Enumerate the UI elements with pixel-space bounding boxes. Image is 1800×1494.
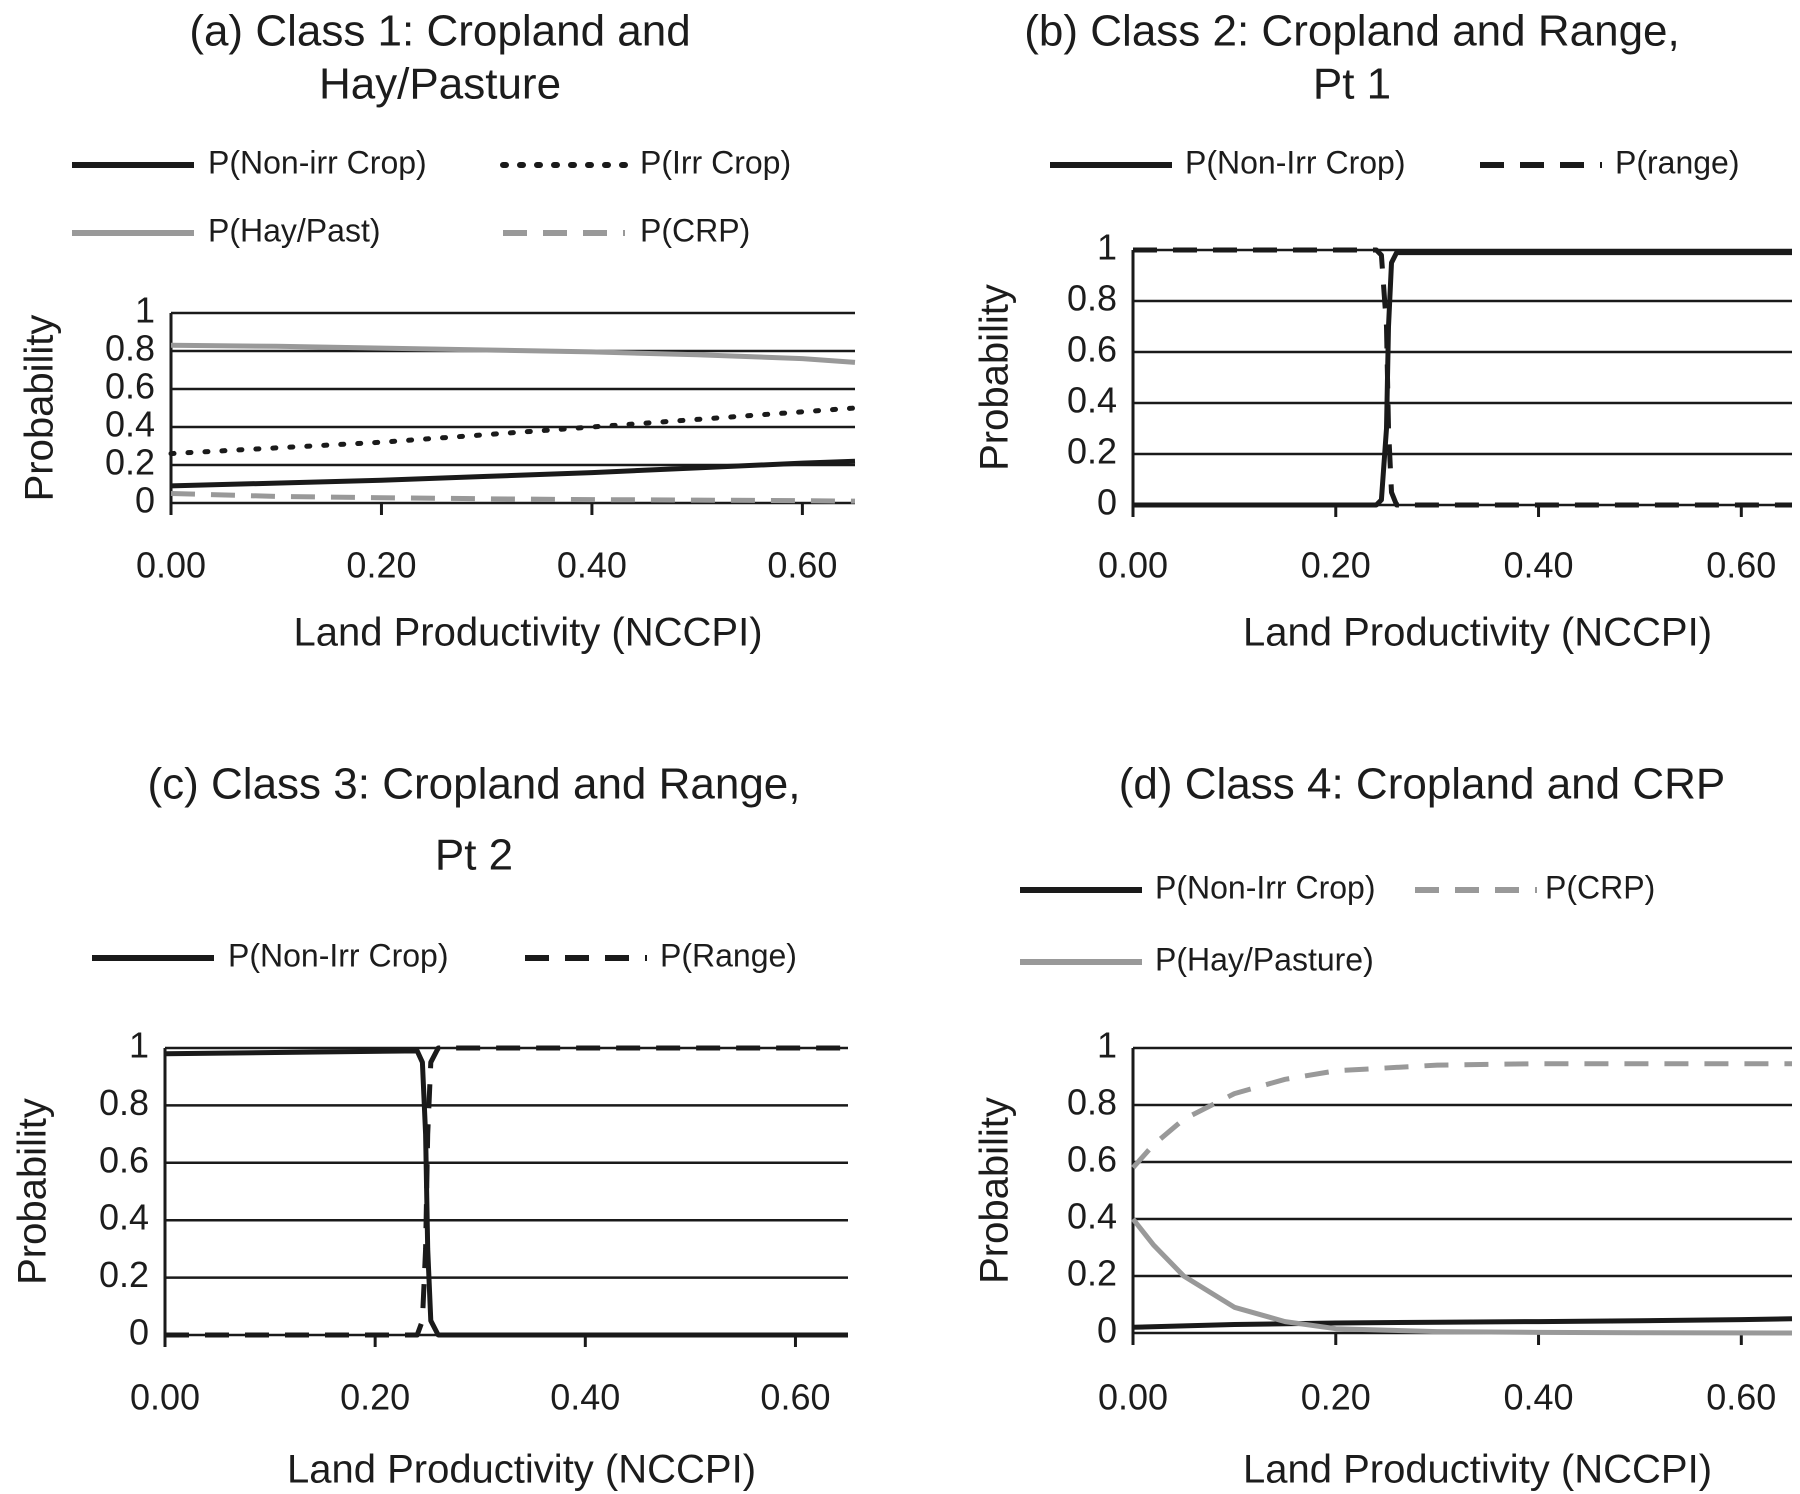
series-line-d-0 — [1132, 1316, 1793, 1330]
legend-label: P(Non-Irr Crop) — [1185, 144, 1405, 180]
y-tick-label: 0.4 — [1067, 1196, 1117, 1237]
chart-panel-b: (b) Class 2: Cropland and Range,Pt 1 P(No… — [973, 7, 1792, 655]
x-axis-title: Land Productivity (NCCPI) — [1243, 611, 1712, 655]
y-tick-label: 0.8 — [99, 1082, 149, 1123]
x-tick-label: 0.00 — [130, 1377, 200, 1418]
legend-label: P(Non-Irr Crop) — [1155, 869, 1375, 905]
y-tick-label: 0.8 — [1067, 278, 1117, 319]
y-tick-label: 0.2 — [105, 442, 155, 483]
x-tick-label: 0.20 — [340, 1377, 410, 1418]
x-tick-label: 0.20 — [1301, 1377, 1371, 1418]
y-tick-label: 0 — [129, 1312, 149, 1353]
y-tick-label: 0.6 — [105, 366, 155, 407]
x-axis-title: Land Productivity (NCCPI) — [287, 1448, 756, 1492]
x-tick-label: 0.00 — [136, 545, 206, 586]
legend-d: P(Non-Irr Crop) P(CRP) P(Hay/Pasture) — [1020, 869, 1655, 977]
y-tick-label: 1 — [1097, 227, 1117, 268]
legend-label: P(Irr Crop) — [640, 144, 791, 180]
legend-label: P(Non-irr Crop) — [208, 144, 427, 180]
y-tick-label: 0 — [1097, 1310, 1117, 1351]
x-tick-label: 0.00 — [1098, 545, 1168, 586]
panel-title-c: (c) Class 3: Cropland and Range, — [148, 760, 801, 809]
y-tick-label: 0.4 — [1067, 380, 1117, 421]
series-line-d-1 — [1131, 1061, 1792, 1170]
y-tick-label: 0.4 — [105, 404, 155, 445]
legend-b: P(Non-Irr Crop) P(range) — [1050, 144, 1740, 180]
legend-label: P(Hay/Past) — [208, 212, 380, 248]
y-tick-label: 0.2 — [1067, 1253, 1117, 1294]
x-tick-label: 0.60 — [1706, 545, 1776, 586]
x-tick-label: 0.20 — [346, 545, 416, 586]
series-line-d-2 — [1131, 1217, 1793, 1336]
x-tick-label: 0.60 — [767, 545, 837, 586]
y-axis-title: Probability — [973, 1097, 1017, 1284]
y-tick-label: 0.6 — [99, 1139, 149, 1180]
x-tick-label: 0.20 — [1301, 545, 1371, 586]
y-tick-label: 0 — [135, 480, 155, 521]
x-axis-title: Land Productivity (NCCPI) — [293, 611, 762, 655]
legend-c: P(Non-Irr Crop) P(Range) — [92, 937, 797, 973]
x-tick-label: 0.60 — [760, 1377, 830, 1418]
legend-label: P(CRP) — [640, 212, 750, 248]
y-tick-label: 0.2 — [99, 1254, 149, 1295]
series-line-c-1 — [165, 1045, 848, 1338]
legend-label: P(range) — [1615, 144, 1740, 180]
y-tick-label: 0.8 — [1067, 1082, 1117, 1123]
y-axis-title: Probability — [973, 284, 1017, 471]
x-tick-label: 0.60 — [1706, 1377, 1776, 1418]
y-tick-label: 1 — [1097, 1025, 1117, 1066]
y-tick-label: 1 — [129, 1025, 149, 1066]
legend-label: P(Hay/Pasture) — [1155, 941, 1374, 977]
panel-title-a: (a) Class 1: Cropland and — [189, 7, 690, 56]
y-axis-title: Probability — [18, 315, 62, 502]
x-axis-title: Land Productivity (NCCPI) — [1243, 1448, 1712, 1492]
x-tick-label: 0.00 — [1098, 1377, 1168, 1418]
y-tick-label: 0.2 — [1067, 431, 1117, 472]
chart-panel-d: (d) Class 4: Cropland and CRP P(Non-Irr C… — [973, 760, 1793, 1492]
series-line-a-0 — [170, 458, 856, 489]
x-tick-label: 0.40 — [1503, 545, 1573, 586]
chart-panel-c: (c) Class 3: Cropland and Range, Pt 2 P(No… — [11, 760, 848, 1492]
legend-a: P(Non-irr Crop) P(Irr Crop) P(Hay/Past) P(C… — [72, 144, 791, 248]
y-tick-label: 0.6 — [1067, 329, 1117, 370]
x-tick-label: 0.40 — [550, 1377, 620, 1418]
x-tick-label: 0.40 — [1503, 1377, 1573, 1418]
legend-label: P(Non-Irr Crop) — [228, 937, 448, 973]
x-tick-label: 0.40 — [557, 545, 627, 586]
legend-label: P(CRP) — [1545, 869, 1655, 905]
panel-title-a: Hay/Pasture — [319, 60, 561, 109]
series-line-b-0 — [1133, 250, 1792, 508]
y-tick-label: 0.6 — [1067, 1139, 1117, 1180]
panel-title-b: (b) Class 2: Cropland and Range, — [1024, 7, 1679, 56]
y-tick-label: 0 — [1097, 482, 1117, 523]
series-line-a-1 — [168, 405, 858, 457]
series-line-c-0 — [164, 1048, 848, 1338]
y-tick-label: 1 — [135, 290, 155, 331]
panel-title-d: (d) Class 4: Cropland and CRP — [1119, 760, 1725, 809]
y-tick-label: 0.4 — [99, 1197, 149, 1238]
panel-title-c: Pt 2 — [435, 831, 513, 880]
panel-title-b: Pt 1 — [1313, 60, 1391, 109]
y-tick-label: 0.8 — [105, 328, 155, 369]
series-line-a-3 — [170, 491, 856, 504]
legend-label: P(Range) — [660, 937, 797, 973]
series-line-a-2 — [170, 342, 856, 365]
y-axis-title: Probability — [11, 1098, 55, 1285]
series-line-b-1 — [1133, 247, 1792, 508]
